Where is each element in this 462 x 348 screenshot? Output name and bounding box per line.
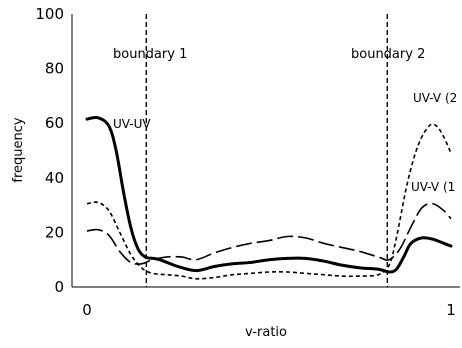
axis-titles: v-ratio frequency xyxy=(11,117,287,340)
y-axis-title: frequency xyxy=(11,117,26,183)
y-tick-label: 60 xyxy=(45,114,64,132)
series-uv-v-2-label: UV-V (2 xyxy=(413,91,457,105)
tick-labels: 0 20 40 60 80 100 0 1 xyxy=(35,5,455,319)
y-tick-label: 80 xyxy=(45,60,64,78)
x-tick-label: 0 xyxy=(82,301,92,319)
boundary-2-label: boundary 2 xyxy=(351,47,425,62)
y-tick-label: 40 xyxy=(45,169,64,187)
y-tick-label: 20 xyxy=(45,223,64,241)
boundary-1-label: boundary 1 xyxy=(113,47,187,62)
series-uv-v-1-label: UV-V (1 xyxy=(411,180,455,194)
y-tick-label: 100 xyxy=(35,5,64,23)
series-uv-uv-label: UV-UV xyxy=(113,117,151,131)
series-uv-v-1-line xyxy=(86,202,452,265)
series-labels: UV-UV UV-V (1 UV-V (2 xyxy=(113,91,457,194)
axes xyxy=(71,14,460,288)
boundary-annotations: boundary 1 boundary 2 xyxy=(113,14,425,287)
series-lines xyxy=(85,115,453,280)
series-uv-v-2-line xyxy=(86,123,452,280)
x-axis-title: v-ratio xyxy=(245,325,287,340)
y-tick-label: 0 xyxy=(54,278,64,296)
series-uv-uv-line xyxy=(85,115,453,274)
x-tick-label: 1 xyxy=(446,301,456,319)
